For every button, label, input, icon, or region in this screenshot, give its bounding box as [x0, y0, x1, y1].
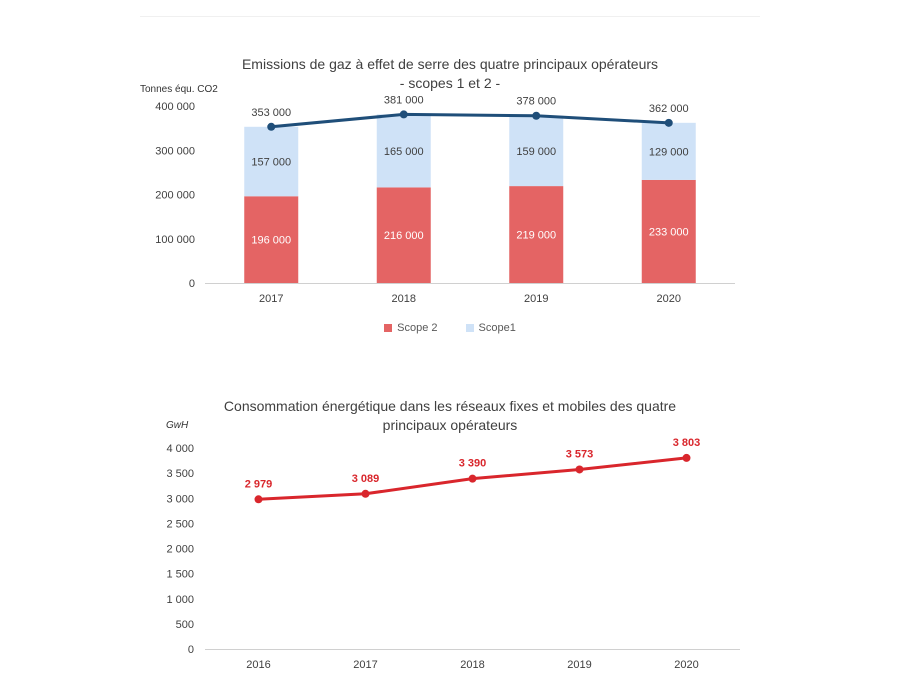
y-tick-label: 200 000	[155, 190, 195, 202]
y-tick-label: 2 000	[166, 544, 194, 556]
chart1-legend: Scope 2 Scope1	[0, 322, 900, 334]
total-label: 362 000	[649, 103, 689, 115]
y-tick-label: 500	[176, 619, 194, 631]
series-point	[575, 465, 584, 474]
legend-swatch-scope1	[465, 324, 474, 332]
chart2-title-line2: principaux opérateurs	[382, 417, 518, 433]
x-tick-label: 2016	[246, 659, 270, 671]
y-tick-label: 4 000	[166, 443, 194, 455]
y-tick-label: 1 000	[166, 594, 194, 606]
chart2-y-axis-unit: GwH	[166, 420, 189, 431]
data-label-scope1: 129 000	[649, 146, 689, 158]
bar-scope1	[376, 114, 431, 188]
chart1-y-axis-unit: Tonnes équ. CO2	[140, 84, 218, 95]
legend-swatch-scope2	[384, 324, 393, 332]
data-label-scope2: 233 000	[649, 226, 689, 238]
data-label: 3 390	[459, 458, 487, 470]
total-point	[267, 122, 276, 131]
chart2-title-line1: Consommation énergétique dans les réseau…	[223, 398, 677, 414]
data-label-scope1: 157 000	[251, 157, 291, 169]
data-label-scope2: 196 000	[251, 235, 291, 247]
bar-scope2	[641, 179, 696, 283]
series-point	[682, 453, 691, 462]
total-point	[532, 111, 541, 120]
total-label: 353 000	[251, 107, 291, 119]
y-tick-label: 100 000	[155, 234, 195, 246]
total-label: 378 000	[516, 96, 556, 108]
total-point	[664, 118, 673, 127]
bar-scope1	[244, 126, 299, 197]
chart1-title-line1: Emissions de gaz à effet de serre des qu…	[241, 56, 659, 72]
data-label: 3 089	[352, 473, 380, 485]
x-tick-label: 2018	[392, 293, 416, 305]
y-tick-label: 3 500	[166, 468, 194, 480]
y-tick-label: 400 000	[155, 101, 195, 113]
legend-label-scope2: Scope 2	[397, 322, 438, 334]
bar-scope1	[641, 122, 696, 180]
legend-item-scope1: Scope1	[465, 322, 516, 334]
bar-scope2	[244, 196, 299, 283]
x-tick-label: 2017	[353, 659, 377, 671]
data-label-scope1: 159 000	[516, 146, 556, 158]
data-label: 3 803	[673, 437, 701, 449]
chart2-title: Consommation énergétique dans les réseau…	[0, 397, 900, 435]
data-label-scope1: 165 000	[384, 146, 424, 158]
y-tick-label: 0	[189, 278, 195, 290]
data-label: 2 979	[245, 478, 273, 490]
series-point	[361, 489, 370, 498]
total-label: 381 000	[384, 94, 424, 106]
y-tick-label: 0	[188, 644, 194, 656]
bar-scope2	[509, 186, 564, 283]
data-label-scope2: 219 000	[516, 230, 556, 242]
y-tick-label: 3 000	[166, 493, 194, 505]
series-point	[468, 474, 477, 483]
top-divider	[140, 16, 760, 17]
bar-scope2	[376, 187, 431, 283]
bar-scope1	[509, 115, 564, 187]
data-label-scope2: 216 000	[384, 230, 424, 242]
x-tick-label: 2017	[259, 293, 283, 305]
legend-item-scope2: Scope 2	[384, 322, 438, 334]
series-point	[254, 495, 263, 504]
emissions-stacked-bar-chart: 0 100 000 200 000 300 000 400 000 196 000 157 …	[155, 94, 735, 305]
total-line	[271, 112, 669, 129]
legend-label-scope1: Scope1	[478, 322, 516, 334]
x-tick-label: 2020	[657, 293, 681, 305]
x-tick-label: 2020	[674, 659, 698, 671]
y-tick-label: 1 500	[166, 569, 194, 581]
total-point	[399, 110, 408, 119]
chart1-title: Emissions de gaz à effet de serre des qu…	[0, 55, 900, 93]
x-tick-label: 2019	[567, 659, 591, 671]
chart1-title-line2: - scopes 1 et 2 -	[399, 75, 501, 91]
x-tick-label: 2019	[524, 293, 548, 305]
data-label: 3 573	[566, 448, 594, 460]
y-tick-label: 300 000	[155, 145, 195, 157]
x-tick-label: 2018	[460, 659, 484, 671]
y-tick-label: 2 500	[166, 518, 194, 530]
